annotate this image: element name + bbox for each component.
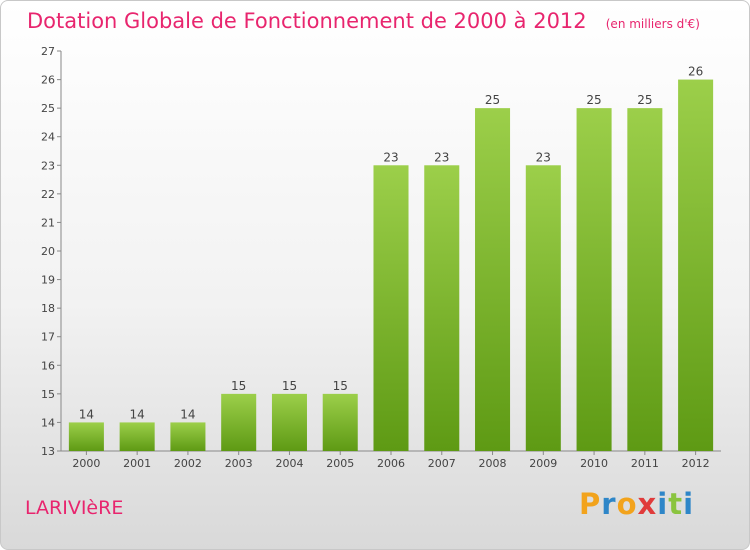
y-tick-label: 18	[41, 302, 55, 315]
data-label: 15	[282, 379, 297, 393]
y-tick-label: 25	[41, 102, 55, 115]
data-label: 14	[180, 407, 195, 421]
y-tick-label: 27	[41, 45, 55, 58]
x-tick-label: 2007	[428, 457, 456, 470]
logo-letter: x	[637, 487, 658, 521]
logo-letter: o	[616, 487, 638, 521]
title-row: Dotation Globale de Fonctionnement de 20…	[27, 9, 700, 33]
y-tick-label: 13	[41, 445, 55, 458]
data-label: 25	[586, 93, 601, 107]
bar-2000	[68, 422, 104, 451]
x-tick-label: 2003	[225, 457, 253, 470]
data-label: 25	[485, 93, 500, 107]
data-label: 14	[130, 407, 145, 421]
bar-2003	[221, 393, 257, 451]
y-tick-label: 17	[41, 331, 55, 344]
x-tick-label: 2011	[631, 457, 659, 470]
x-tick-label: 2006	[377, 457, 405, 470]
data-label: 25	[637, 93, 652, 107]
y-tick-label: 20	[41, 245, 55, 258]
chart-title: Dotation Globale de Fonctionnement de 20…	[27, 9, 587, 33]
bar-2006	[373, 165, 409, 452]
bar-2010	[576, 108, 612, 452]
x-tick-label: 2004	[275, 457, 303, 470]
x-tick-label: 2010	[580, 457, 608, 470]
chart-subtitle: (en milliers d'€)	[605, 17, 700, 31]
y-tick-label: 24	[41, 131, 55, 144]
y-tick-label: 14	[41, 416, 55, 429]
data-label: 15	[333, 379, 348, 393]
bar-2012	[678, 79, 714, 452]
data-label: 23	[434, 150, 449, 164]
y-tick-label: 22	[41, 188, 55, 201]
logo-letter: i	[657, 487, 669, 521]
x-tick-label: 2009	[529, 457, 557, 470]
data-label: 23	[536, 150, 551, 164]
bar-2002	[170, 422, 206, 451]
logo-letter: r	[601, 487, 617, 521]
y-tick-label: 21	[41, 216, 55, 229]
data-label: 15	[231, 379, 246, 393]
x-tick-label: 2001	[123, 457, 151, 470]
x-tick-label: 2005	[326, 457, 354, 470]
x-tick-label: 2012	[682, 457, 710, 470]
y-tick-label: 23	[41, 159, 55, 172]
x-tick-label: 2000	[72, 457, 100, 470]
bar-2011	[627, 108, 663, 452]
commune-name: LARIVIèRE	[25, 497, 124, 519]
bar-2004	[271, 393, 307, 451]
proxiti-logo: Proxiti	[579, 487, 694, 521]
logo-letter: i	[683, 487, 695, 521]
y-tick-label: 26	[41, 74, 55, 87]
bar-2007	[424, 165, 460, 452]
bar-2001	[119, 422, 155, 451]
data-label: 14	[79, 407, 94, 421]
bars	[68, 79, 714, 452]
x-tick-label: 2002	[174, 457, 202, 470]
bar-2005	[322, 393, 358, 451]
y-tick-label: 16	[41, 359, 55, 372]
data-label: 23	[383, 150, 398, 164]
y-tick-label: 15	[41, 388, 55, 401]
logo-letter: P	[579, 487, 602, 521]
y-tick-label: 19	[41, 274, 55, 287]
data-labels: 14 14 14 15 15 15 23 23 25 23 25 25 26	[79, 65, 704, 422]
data-label: 26	[688, 65, 703, 79]
axes: 13 14 15 16 17 18 19 20 21 22 23 24 25 26 27 2000 2001 20…	[41, 45, 721, 470]
bar-2009	[525, 165, 561, 452]
bar-2008	[475, 108, 511, 452]
logo-letter: t	[668, 487, 684, 521]
x-tick-label: 2008	[479, 457, 507, 470]
